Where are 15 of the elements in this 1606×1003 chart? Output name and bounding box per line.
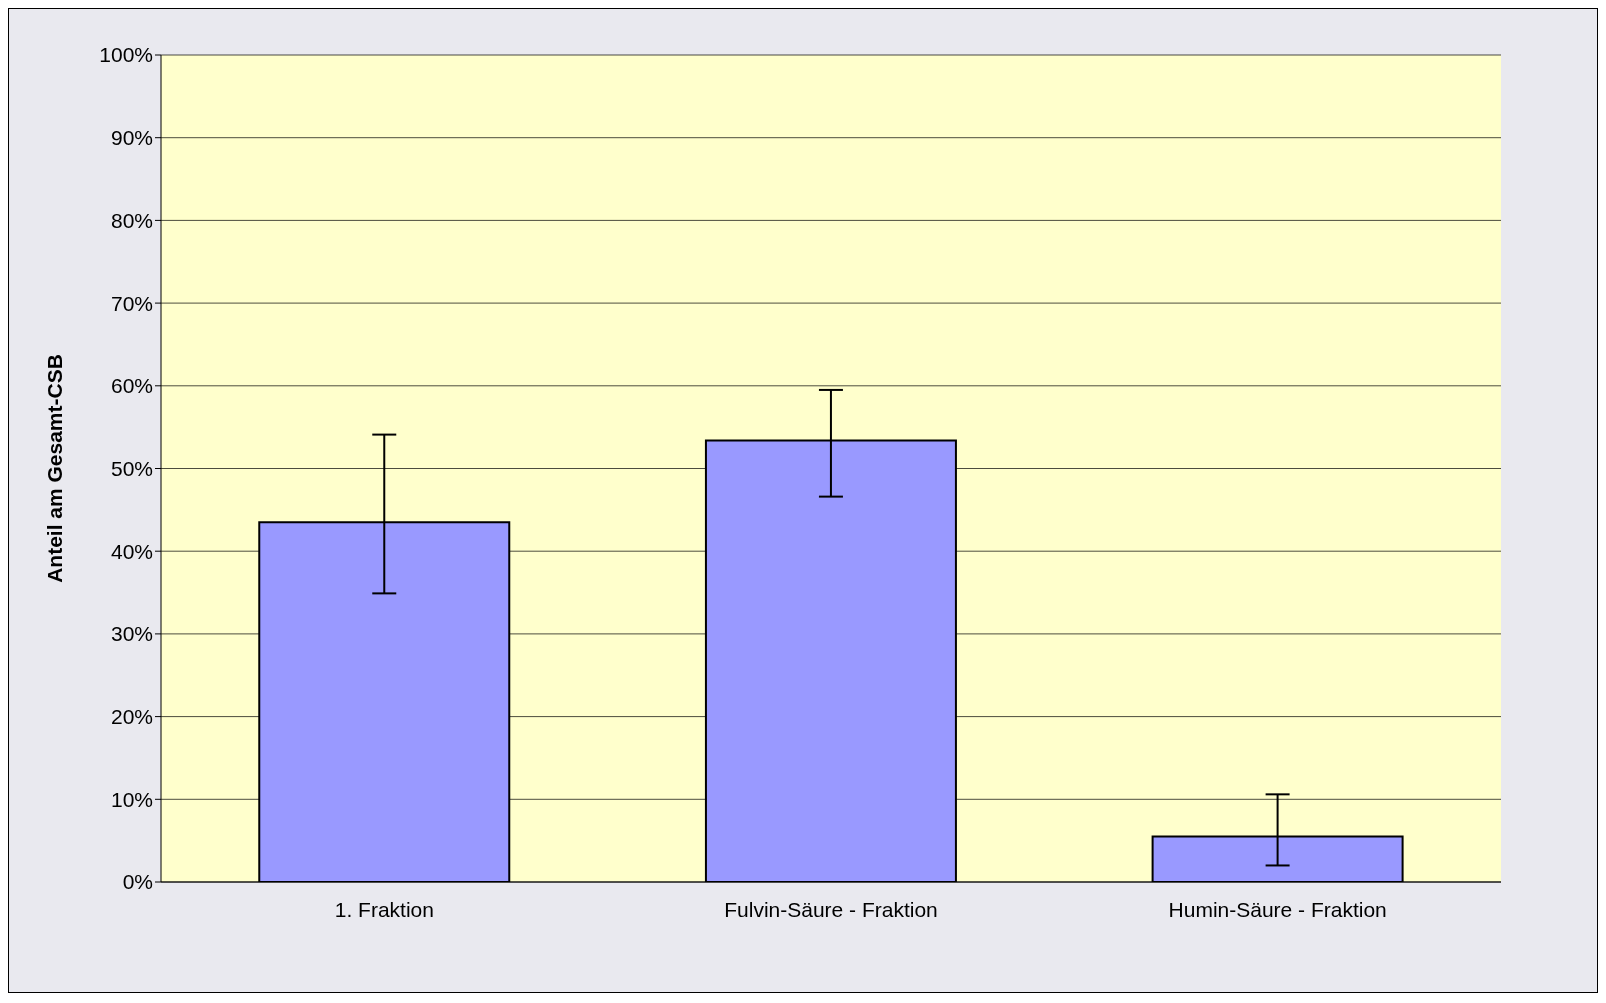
y-tick-label: 0%	[122, 870, 153, 894]
y-tick-label: 90%	[110, 126, 153, 150]
y-tick-label: 10%	[110, 787, 153, 811]
y-tick-label: 60%	[110, 374, 153, 398]
y-tick-label: 80%	[110, 208, 153, 232]
y-tick-label: 40%	[110, 539, 153, 563]
y-axis-title: Anteil am Gesamt-CSB	[43, 354, 67, 583]
y-tick-label: 70%	[110, 291, 153, 315]
x-tick-label: 1. Fraktion	[334, 897, 434, 921]
y-tick-label: 20%	[110, 705, 153, 729]
y-tick-label: 30%	[110, 622, 153, 646]
x-tick-label: Humin-Säure - Fraktion	[1168, 897, 1387, 921]
y-tick-label: 100%	[99, 43, 153, 67]
x-tick-label: Fulvin-Säure - Fraktion	[724, 897, 938, 921]
y-tick-label: 50%	[110, 456, 153, 480]
